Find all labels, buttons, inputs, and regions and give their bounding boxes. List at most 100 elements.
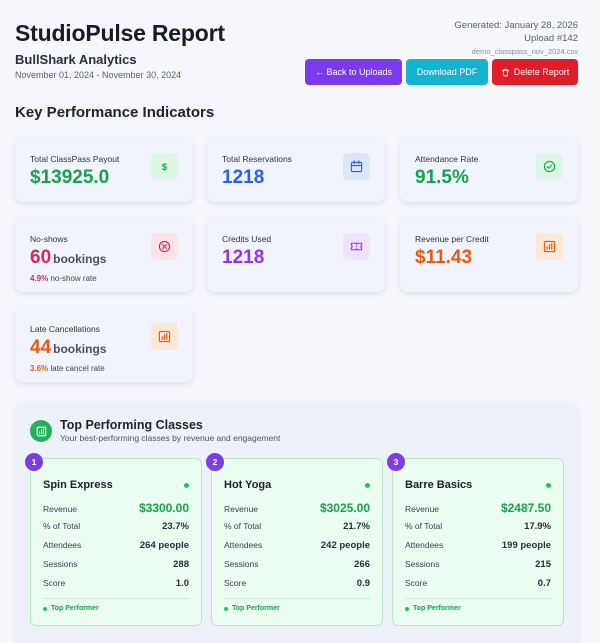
- kpi-value: 91.5%: [415, 167, 469, 188]
- kpi-card-credits-used: Credits Used 1218: [207, 217, 385, 292]
- x-circle-icon: [151, 233, 178, 260]
- revenue-value: $2487.50: [500, 501, 551, 515]
- divider: [224, 598, 370, 599]
- divider: [43, 598, 189, 599]
- bar-chart-icon: [30, 420, 52, 442]
- divider: [405, 598, 551, 599]
- kpi-card-revenue-per-credit: Revenue per Credit $11.43: [400, 217, 578, 292]
- rank-badge: 3: [387, 453, 405, 471]
- dot-icon: [224, 606, 228, 611]
- rank-badge: 1: [25, 453, 43, 471]
- kpi-label: Total Reservations: [222, 154, 292, 164]
- rank-badge: 2: [206, 453, 224, 471]
- calendar-icon: [343, 153, 370, 180]
- kpi-subtext: 4.9% no-show rate: [30, 274, 97, 283]
- bar-chart-icon: [536, 233, 563, 260]
- kpi-card-total-reservations: Total Reservations 1218: [207, 137, 385, 202]
- attendees-value: 199 people: [501, 540, 551, 551]
- svg-text:$: $: [162, 162, 168, 172]
- revenue-row: Revenue $3300.00: [43, 501, 189, 515]
- report-meta: Generated: January 28, 2026 Upload #142 …: [454, 19, 578, 59]
- bar-chart-icon: [151, 323, 178, 350]
- status-dot-icon: [365, 483, 370, 488]
- class-name: Spin Express: [43, 479, 113, 491]
- dot-icon: [405, 606, 409, 611]
- kpi-card-attendance-rate: Attendance Rate 91.5%: [400, 137, 578, 202]
- top-classes-title: Top Performing Classes: [60, 418, 203, 432]
- delete-report-label: Delete Report: [513, 67, 570, 77]
- status-dot-icon: [546, 483, 551, 488]
- upload-number: Upload #142: [524, 33, 578, 44]
- score-row: Score 1.0: [43, 578, 189, 589]
- revenue-row: Revenue $2487.50: [405, 501, 551, 515]
- top-performer-tag: Top Performer: [405, 605, 461, 612]
- download-pdf-button[interactable]: Download PDF: [406, 59, 488, 85]
- revenue-row: Revenue $3025.00: [224, 501, 370, 515]
- sessions-value: 288: [173, 559, 189, 570]
- score-row: Score 0.9: [224, 578, 370, 589]
- kpi-label: Total ClassPass Payout: [30, 154, 120, 164]
- report-actions: ← Back to Uploads Download PDF Delete Re…: [305, 59, 578, 85]
- attendees-value: 264 people: [139, 540, 189, 551]
- kpi-heading: Key Performance Indicators: [15, 104, 215, 121]
- back-to-uploads-button[interactable]: ← Back to Uploads: [305, 59, 402, 85]
- class-name: Hot Yoga: [224, 479, 272, 491]
- revenue-value: $3025.00: [319, 501, 370, 515]
- page-title: StudioPulse Report: [15, 20, 225, 46]
- report-header: StudioPulse Report BullShark Analytics N…: [0, 0, 600, 100]
- pct-value: 17.9%: [524, 521, 551, 532]
- attendees-row: Attendees 264 people: [43, 540, 189, 551]
- class-card-2[interactable]: 2 Hot Yoga Revenue $3025.00 % of Total 21.…: [206, 453, 383, 626]
- kpi-value: 1218: [222, 167, 265, 188]
- top-classes-panel: Top Performing Classes Your best-perform…: [15, 402, 578, 643]
- top-classes-subtitle: Your best-performing classes by revenue …: [60, 433, 281, 443]
- class-name: Barre Basics: [405, 479, 473, 491]
- sessions-value: 215: [535, 559, 551, 570]
- dollar-icon: $: [151, 153, 178, 180]
- top-performer-tag: Top Performer: [224, 605, 280, 612]
- score-row: Score 0.7: [405, 578, 551, 589]
- top-performer-tag: Top Performer: [43, 605, 99, 612]
- score-value: 0.7: [537, 578, 551, 589]
- kpi-value: 44 bookings: [30, 337, 107, 358]
- report-period: November 01, 2024 - November 30, 2024: [15, 70, 182, 80]
- kpi-label: No-shows: [30, 234, 68, 244]
- attendees-value: 242 people: [320, 540, 370, 551]
- ticket-icon: [343, 233, 370, 260]
- sessions-row: Sessions 215: [405, 559, 551, 570]
- kpi-card-total-payout: Total ClassPass Payout $13925.0 $: [15, 137, 193, 202]
- sessions-row: Sessions 288: [43, 559, 189, 570]
- class-card-3[interactable]: 3 Barre Basics Revenue $2487.50 % of Tota…: [387, 453, 564, 626]
- score-value: 1.0: [175, 578, 189, 589]
- class-card-1[interactable]: 1 Spin Express Revenue $3300.00 % of Tota…: [25, 453, 202, 626]
- sessions-value: 266: [354, 559, 370, 570]
- kpi-value: $11.43: [415, 247, 473, 268]
- status-dot-icon: [184, 483, 189, 488]
- kpi-card-late-cancellations: Late Cancellations 44 bookings 3.6% late …: [15, 307, 193, 382]
- kpi-label: Credits Used: [222, 234, 272, 244]
- dot-icon: [43, 606, 47, 611]
- trash-icon: [501, 68, 509, 76]
- source-filename: demo_classpass_nov_2024.csv: [471, 47, 578, 56]
- pct-value: 23.7%: [162, 521, 189, 532]
- back-button-label: ← Back to Uploads: [314, 67, 393, 77]
- kpi-value: $13925.0: [30, 167, 110, 188]
- sessions-row: Sessions 266: [224, 559, 370, 570]
- kpi-card-no-shows: No-shows 60 bookings 4.9% no-show rate: [15, 217, 193, 292]
- check-circle-icon: [536, 153, 563, 180]
- kpi-label: Late Cancellations: [30, 324, 100, 334]
- score-value: 0.9: [356, 578, 370, 589]
- pct-row: % of Total 17.9%: [405, 521, 551, 532]
- company-name: BullShark Analytics: [15, 52, 137, 67]
- pct-value: 21.7%: [343, 521, 370, 532]
- delete-report-button[interactable]: Delete Report: [492, 59, 578, 85]
- attendees-row: Attendees 242 people: [224, 540, 370, 551]
- pct-row: % of Total 23.7%: [43, 521, 189, 532]
- kpi-subtext: 3.6% late cancel rate: [30, 364, 105, 373]
- generated-date: Generated: January 28, 2026: [454, 20, 578, 31]
- download-pdf-label: Download PDF: [416, 67, 478, 77]
- kpi-value: 60 bookings: [30, 247, 107, 268]
- revenue-value: $3300.00: [138, 501, 189, 515]
- kpi-label: Revenue per Credit: [415, 234, 489, 244]
- attendees-row: Attendees 199 people: [405, 540, 551, 551]
